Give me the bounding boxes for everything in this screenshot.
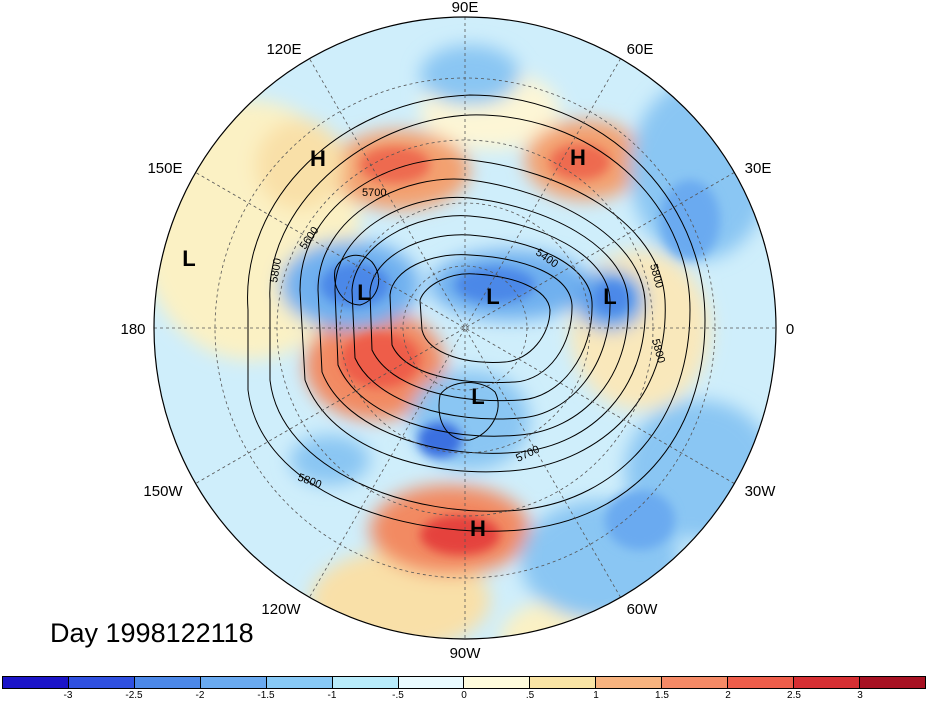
contour-label: 5800 bbox=[268, 257, 284, 283]
colorbar-tick-label: -3 bbox=[63, 690, 73, 701]
lon-label-150e: 150E bbox=[147, 160, 182, 177]
lon-label-150w: 150W bbox=[143, 483, 183, 500]
lon-label-30w: 30W bbox=[745, 483, 777, 500]
colorbar-tick-label: 2 bbox=[725, 690, 731, 701]
colorbar-segment bbox=[398, 677, 465, 688]
contour-label: 5700 bbox=[362, 187, 386, 199]
high-pressure-center: H bbox=[570, 145, 586, 170]
colorbar-segment bbox=[332, 677, 399, 688]
low-pressure-center: L bbox=[486, 284, 499, 309]
high-pressure-center: H bbox=[470, 516, 486, 541]
colorbar-segment bbox=[200, 677, 267, 688]
lon-label-180: 180 bbox=[120, 321, 145, 338]
low-pressure-center: L bbox=[182, 246, 195, 271]
colorbar-segment bbox=[68, 677, 135, 688]
lon-label-30e: 30E bbox=[745, 160, 772, 177]
colorbar-segment bbox=[134, 677, 201, 688]
colorbar-segment bbox=[464, 677, 531, 688]
lon-label-120e: 120E bbox=[266, 41, 301, 58]
low-pressure-center: L bbox=[357, 280, 370, 305]
lon-label-90e: 90E bbox=[452, 0, 479, 16]
colorbar-tick-label: 1 bbox=[593, 690, 599, 701]
globe-outline bbox=[153, 16, 777, 640]
lon-label-120w: 120W bbox=[261, 601, 301, 618]
colorbar-segment bbox=[728, 677, 795, 688]
colorbar-tick-label: 3 bbox=[857, 690, 863, 701]
graticule bbox=[154, 17, 776, 639]
high-pressure-center: H bbox=[310, 146, 326, 171]
anomaly-field bbox=[154, 17, 776, 639]
colorbar-tick-label: 0 bbox=[461, 690, 467, 701]
low-pressure-center: L bbox=[471, 384, 484, 409]
lon-label-60e: 60E bbox=[627, 41, 654, 58]
colorbar-tick-label: -2 bbox=[195, 690, 205, 701]
colorbar-segment bbox=[266, 677, 333, 688]
colorbar-segment bbox=[596, 677, 663, 688]
colorbar-tick-label: .5 bbox=[525, 690, 535, 701]
colorbar-segment bbox=[530, 677, 597, 688]
colorbar-tick-label: -1.5 bbox=[257, 690, 275, 701]
low-pressure-center: L bbox=[603, 284, 616, 309]
colorbar-ticks: -3 -2.5 -2 -1.5 -1 -.5 0 .5 1 1.5 2 2.5 3 bbox=[0, 690, 928, 702]
colorbar-tick-label: 2.5 bbox=[787, 690, 801, 701]
day-label: Day 1998122118 bbox=[50, 618, 254, 648]
lon-label-90w: 90W bbox=[450, 645, 482, 662]
colorbar-tick-label: 1.5 bbox=[655, 690, 669, 701]
lon-label-0: 0 bbox=[786, 321, 794, 338]
colorbar-tick-label: -1 bbox=[327, 690, 337, 701]
colorbar-segment bbox=[794, 677, 860, 688]
colorbar-segment bbox=[662, 677, 729, 688]
colorbar bbox=[2, 676, 926, 689]
colorbar-tick-label: -.5 bbox=[392, 690, 404, 701]
colorbar-tick-label: -2.5 bbox=[125, 690, 143, 701]
lon-label-60w: 60W bbox=[627, 601, 659, 618]
colorbar-segment bbox=[3, 677, 69, 688]
colorbar-segment bbox=[859, 677, 925, 688]
height-contours bbox=[247, 94, 706, 532]
